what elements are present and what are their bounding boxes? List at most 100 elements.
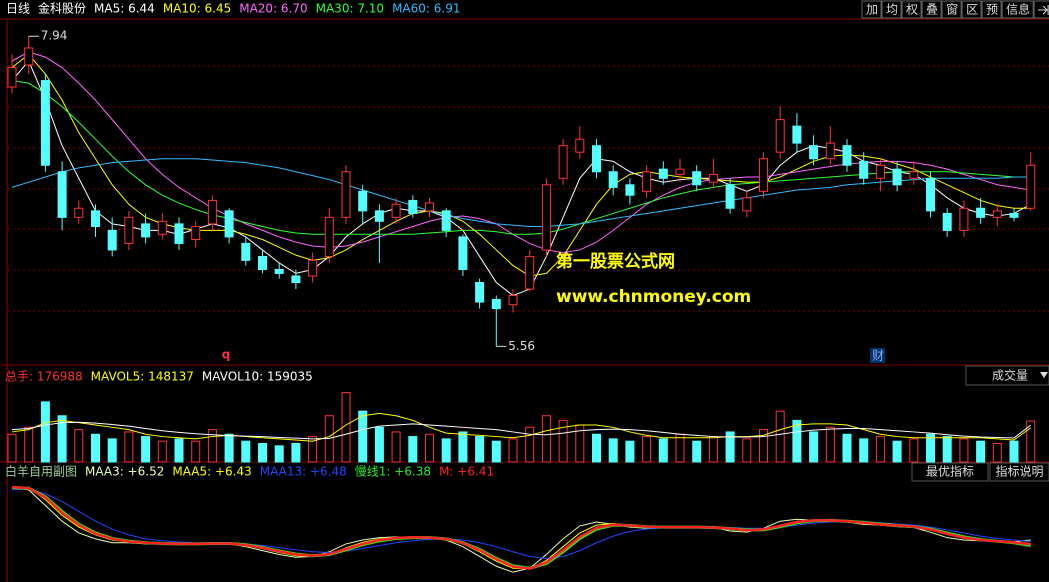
volume-bar: [926, 433, 935, 463]
volume-bar: [508, 438, 518, 463]
candle-body: [374, 210, 384, 222]
toolbar-button[interactable]: 预: [986, 3, 998, 17]
candle-body: [926, 177, 935, 212]
candle-body: [191, 225, 201, 241]
volume-bar: [541, 415, 551, 463]
volume-bar: [1026, 420, 1036, 463]
exit-icon: [1038, 5, 1049, 15]
candle-body: [291, 275, 301, 284]
extreme-label: 7.94: [41, 29, 68, 43]
volume-bar: [592, 433, 601, 463]
volume-bar: [107, 438, 117, 463]
candle-body: [1009, 212, 1019, 218]
volume-bar: [558, 419, 568, 463]
volume-selector[interactable]: [965, 365, 1049, 386]
volume-bar: [174, 438, 184, 463]
volume-bar: [859, 438, 869, 463]
toolbar-button[interactable]: 窗: [946, 3, 958, 17]
candle-body: [40, 80, 50, 166]
candle-body: [959, 207, 969, 231]
volume-bar: [124, 431, 134, 463]
candle-body: [341, 171, 351, 218]
indicator-button[interactable]: [989, 462, 1049, 482]
volume-ma-line: [11, 421, 1032, 440]
legend-entry: 白羊自用副图: [5, 464, 77, 479]
volume-bar: [207, 429, 217, 463]
candle-body: [825, 142, 835, 160]
volume-bar: [157, 440, 167, 463]
volume-bar: [525, 426, 535, 463]
toolbar-button[interactable]: 信息: [1006, 2, 1030, 17]
legend-entry: 日线: [6, 2, 30, 16]
volume-selector-label[interactable]: 成交量: [992, 368, 1028, 383]
legend-entry: 总手: 176988: [5, 370, 83, 384]
candle-body: [274, 268, 284, 274]
volume-bar: [725, 431, 735, 463]
toolbar-button[interactable]: 均: [886, 3, 898, 17]
volume-bar: [658, 438, 668, 463]
indicator-button[interactable]: [911, 462, 989, 482]
legend-entry: 慢线1: +6.38: [355, 465, 431, 479]
volume-bar: [642, 436, 652, 463]
candle-body: [775, 119, 785, 153]
legend-entry: MAA13: +6.48: [260, 465, 347, 479]
note: 财: [872, 349, 884, 363]
button-frame[interactable]: [861, 0, 882, 19]
candle-body: [892, 168, 902, 186]
candle-body: [358, 190, 368, 212]
dropdown-arrow[interactable]: [1040, 372, 1048, 378]
candle-body: [74, 207, 84, 218]
toolbar-button[interactable]: 加: [866, 3, 878, 17]
button-frame[interactable]: [901, 0, 922, 19]
candle-body: [174, 223, 184, 244]
ma-line: [11, 158, 1031, 227]
button-frame[interactable]: [981, 0, 1002, 19]
button-frame[interactable]: [921, 0, 942, 19]
candle-body: [207, 199, 217, 225]
volume-bar: [842, 433, 852, 463]
volume-bar: [708, 436, 718, 463]
button-frame[interactable]: [941, 0, 962, 19]
candle-body: [7, 67, 17, 88]
candle-body: [391, 203, 401, 218]
volume-bar: [625, 440, 635, 463]
candle-body: [508, 295, 518, 306]
volume-bar: [942, 436, 952, 463]
volume-bar: [959, 438, 969, 463]
volume-bar: [759, 429, 768, 463]
volume-bar: [291, 443, 301, 463]
volume-bar: [675, 433, 685, 463]
volume-bar: [40, 401, 50, 463]
candle-body: [875, 164, 885, 179]
candle-body: [441, 210, 451, 231]
candle-body: [157, 220, 167, 235]
volume-bar: [224, 433, 234, 463]
volume-bar: [391, 431, 401, 463]
volume-bar: [408, 436, 418, 463]
volume-bar: [425, 433, 434, 463]
volume-bar: [358, 410, 368, 463]
candle-body: [241, 242, 251, 261]
exit-button[interactable]: [1033, 0, 1049, 19]
legend-entry: MA20: 6.70: [239, 2, 307, 16]
legend-entry: MA60: 6.91: [392, 2, 460, 16]
button-frame[interactable]: [1001, 0, 1034, 19]
candle-body: [658, 168, 668, 179]
volume-bar: [441, 438, 451, 463]
candle-body: [675, 168, 685, 175]
button-frame[interactable]: [881, 0, 902, 19]
toolbar-button[interactable]: 叠: [926, 3, 938, 17]
legend-entry: MAA3: +6.52: [85, 465, 164, 479]
candle-body: [792, 125, 802, 144]
toolbar-button[interactable]: 权: [906, 3, 918, 17]
button-frame[interactable]: [961, 0, 982, 19]
legend-entry: M: +6.41: [439, 465, 494, 479]
indicator-button-label[interactable]: 最优指标: [926, 464, 974, 479]
candle-body: [992, 210, 1002, 218]
indicator-line: [11, 485, 1031, 570]
candle-body: [692, 171, 702, 186]
candle-body: [909, 171, 919, 179]
toolbar-button[interactable]: 区: [966, 3, 978, 17]
indicator-button-label[interactable]: 指标说明: [995, 464, 1043, 479]
